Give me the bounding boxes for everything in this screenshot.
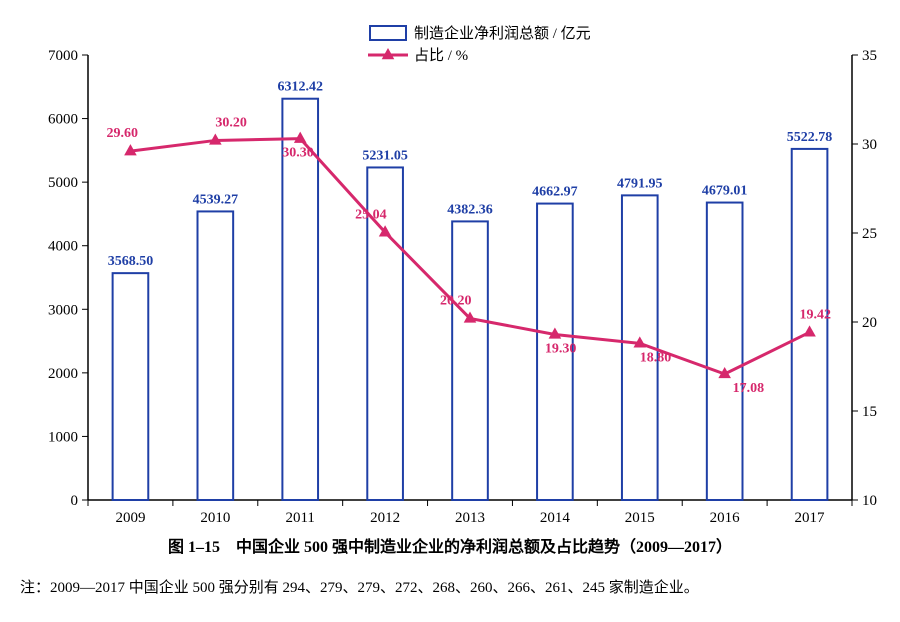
bar-value-label: 4791.95 [617,176,663,191]
y-left-label: 0 [71,493,79,509]
y-right-label: 15 [862,404,877,420]
bar [198,211,234,500]
bar [113,273,149,500]
bar [792,149,828,500]
chart-svg: 0 1000 2000 3000 4000 5000 6000 7000 10 15 20 25 30 3… [0,0,900,622]
y-right-label: 10 [862,493,877,509]
legend-line-label: 占比 / % [414,47,468,64]
figure-note: 注：2009—2017 中国企业 500 强分别有 294、279、279、27… [20,578,699,596]
y-right-label: 35 [862,48,877,64]
y-left-label: 2000 [48,366,78,382]
y-right-label: 25 [862,226,877,242]
x-category-label: 2015 [625,510,655,526]
bar-value-label: 4662.97 [532,185,578,200]
ratio-value-label: 30.20 [215,115,247,130]
ratio-value-label: 17.08 [733,381,765,396]
legend-bar-label: 制造企业净利润总额 / 亿元 [414,24,591,42]
ratio-value-label: 30.30 [282,146,314,161]
ratio-value-label: 20.20 [440,293,472,308]
figure-caption: 图 1–15 中国企业 500 强中制造业企业的净利润总额及占比趋势（2009—… [168,537,732,556]
bar-value-label: 4382.36 [447,202,493,217]
y-left-label: 1000 [48,429,78,445]
x-category-label: 2009 [115,510,145,526]
y-right-label: 20 [862,315,877,331]
ratio-value-label: 19.42 [800,307,832,322]
bar [452,221,488,500]
x-category-label: 2014 [540,510,571,526]
ratio-value-label: 18.80 [640,350,672,365]
ratio-value-label: 29.60 [106,126,138,141]
y-left-label: 7000 [48,48,78,64]
bar [707,203,743,500]
x-category-label: 2013 [455,510,485,526]
bar-value-label: 3568.50 [108,254,154,269]
bar-value-label: 4679.01 [702,184,748,199]
legend-bar-swatch [370,26,406,40]
y-right-label: 30 [862,137,877,153]
x-category-label: 2010 [200,510,230,526]
bar-value-label: 5522.78 [787,130,833,145]
chart-container: 0 1000 2000 3000 4000 5000 6000 7000 10 15 20 25 30 3… [0,0,900,622]
x-category-label: 2016 [710,510,741,526]
x-category-label: 2011 [285,510,314,526]
y-left-label: 6000 [48,112,78,128]
y-left-label: 4000 [48,239,78,255]
x-category-label: 2012 [370,510,400,526]
ratio-value-label: 25.04 [355,207,387,222]
y-left-label: 5000 [48,175,78,191]
bar-value-label: 6312.42 [277,80,323,95]
ratio-value-label: 19.30 [545,341,577,356]
bar-value-label: 5231.05 [362,148,408,163]
bar-value-label: 4539.27 [193,192,239,207]
y-left-label: 3000 [48,302,78,318]
x-category-label: 2017 [795,510,826,526]
